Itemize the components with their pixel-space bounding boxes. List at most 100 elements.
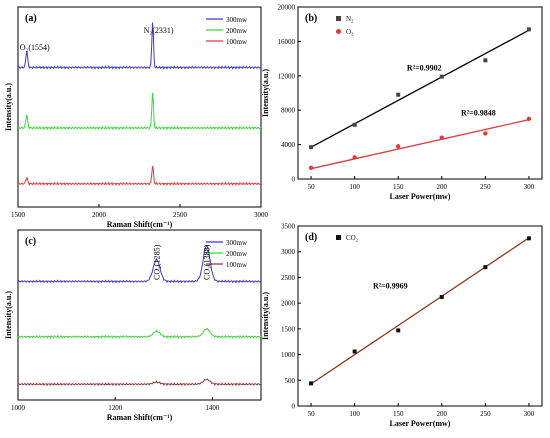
peak-annotation: O₂(1554) [20, 43, 50, 52]
legend-entry: CO₂ [346, 234, 359, 242]
data-point [483, 58, 488, 63]
data-point [526, 116, 532, 122]
panel-label: (b) [305, 13, 317, 24]
data-point [309, 381, 314, 386]
x-tick-label: 300 [524, 410, 535, 418]
r2-label-n2: R²=0.9902 [407, 64, 442, 73]
data-point [352, 349, 357, 354]
y-tick-label: 500 [285, 377, 296, 385]
panel-b-laser-power-scatter: (b) Laser Power(mw) Intensity(a.u.) 50 100 15… [261, 4, 543, 201]
peak-annotation: CO₂(1285) [153, 244, 162, 280]
y-axis-label: Intensity(a.u.) [4, 83, 13, 131]
data-point [439, 74, 444, 79]
y-tick-label: 3000 [281, 248, 296, 256]
legend-marker [336, 16, 341, 21]
panel-label: (a) [25, 13, 37, 24]
y-tick-label: 12000 [278, 72, 296, 80]
data-point [483, 131, 488, 136]
x-axis-label: Laser Power(mw) [390, 192, 451, 201]
panel-label: (c) [25, 236, 36, 247]
r2-label-o2: R²=0.9848 [461, 108, 496, 117]
series-line-300mw [17, 245, 262, 284]
x-tick-label: 250 [480, 410, 491, 418]
series-line-100mw [17, 378, 262, 387]
y-tick-label: 2000 [281, 300, 296, 308]
legend-entry: 300mw [226, 16, 248, 24]
x-tick-label: 3000 [254, 211, 269, 219]
x-axis-label: Laser Power(mw) [390, 419, 451, 428]
x-tick-label: 50 [308, 183, 316, 191]
data-point [352, 155, 357, 160]
y-axis-label: Intensity(a.u.) [4, 291, 13, 339]
legend-entry: O₂ [346, 28, 354, 36]
x-axis-label: Raman Shift(cm⁻¹) [107, 220, 173, 229]
data-point [526, 236, 531, 241]
plot-frame [17, 6, 262, 208]
legend-entry: 100mw [226, 261, 248, 269]
data-point [439, 135, 444, 140]
data-point [439, 294, 444, 299]
legend-marker [336, 235, 341, 240]
x-tick-label: 1500 [11, 211, 26, 219]
y-tick-label: 0 [292, 403, 296, 411]
panel-label: (d) [305, 232, 317, 243]
x-tick-label: 150 [393, 410, 404, 418]
panel-c-raman-spectra: (c) Raman Shift(cm⁻¹) Intensity(a.u.) 1000 1… [4, 229, 262, 422]
x-tick-label: 200 [437, 410, 448, 418]
plot-frame [17, 229, 262, 401]
x-tick-label: 50 [308, 410, 316, 418]
fit-line [310, 237, 530, 385]
y-tick-label: 4000 [281, 141, 296, 149]
legend-entry: N₂ [346, 15, 354, 23]
fit-line [310, 29, 530, 148]
y-tick-label: 0 [292, 176, 296, 184]
x-tick-label: 300 [524, 183, 535, 191]
peak-annotation: N₂(2331) [144, 26, 174, 35]
x-tick-label: 250 [480, 183, 491, 191]
data-point [396, 328, 401, 333]
plot-frame [297, 225, 543, 407]
y-tick-label: 1000 [281, 351, 296, 359]
panel-d-laser-power-scatter: (d) Laser Power(mw) Intensity(a.u.) 50 100 15… [261, 223, 543, 428]
data-point [309, 145, 314, 150]
x-tick-label: 2000 [92, 211, 107, 219]
x-tick-label: 200 [437, 183, 448, 191]
r2-label-co2: R²=0.9969 [373, 282, 408, 291]
series-line-100mw [17, 165, 262, 187]
legend-entry: 100mw [226, 38, 248, 46]
legend-marker [336, 29, 341, 34]
y-axis-label: Intensity(a.u.) [261, 69, 270, 117]
series-line-300mw [17, 22, 262, 70]
peak-annotation: CO₂(1388) [203, 244, 212, 280]
plot-frame [297, 6, 543, 180]
data-point [396, 144, 401, 149]
legend-entry: 200mw [226, 27, 248, 35]
data-point [308, 165, 314, 171]
y-tick-label: 3500 [281, 223, 296, 231]
y-tick-label: 1500 [281, 325, 296, 333]
series-line-200mw [17, 92, 262, 131]
x-axis-label: Raman Shift(cm⁻¹) [107, 413, 173, 422]
legend-entry: 200mw [226, 250, 248, 258]
x-tick-label: 100 [349, 410, 360, 418]
y-tick-label: 16000 [278, 38, 296, 46]
x-tick-label: 1200 [108, 404, 123, 412]
fit-line [310, 119, 530, 170]
data-point [526, 27, 531, 32]
data-point [396, 92, 401, 97]
x-tick-label: 1400 [205, 404, 220, 412]
y-tick-label: 8000 [281, 107, 296, 115]
legend-entry: 300mw [226, 239, 248, 247]
series-line-200mw [17, 327, 262, 339]
x-tick-label: 100 [349, 183, 360, 191]
x-tick-label: 1000 [11, 404, 26, 412]
data-point [483, 265, 488, 270]
x-tick-label: 2500 [173, 211, 188, 219]
data-point [352, 122, 357, 127]
y-axis-label: Intensity(a.u.) [261, 292, 270, 340]
y-tick-label: 2500 [281, 274, 296, 282]
x-tick-label: 150 [393, 183, 404, 191]
panel-a-raman-spectra: (a) Raman Shift(cm⁻¹) Intensity(a.u.) 1500 2… [4, 6, 269, 229]
y-tick-label: 20000 [278, 4, 296, 12]
